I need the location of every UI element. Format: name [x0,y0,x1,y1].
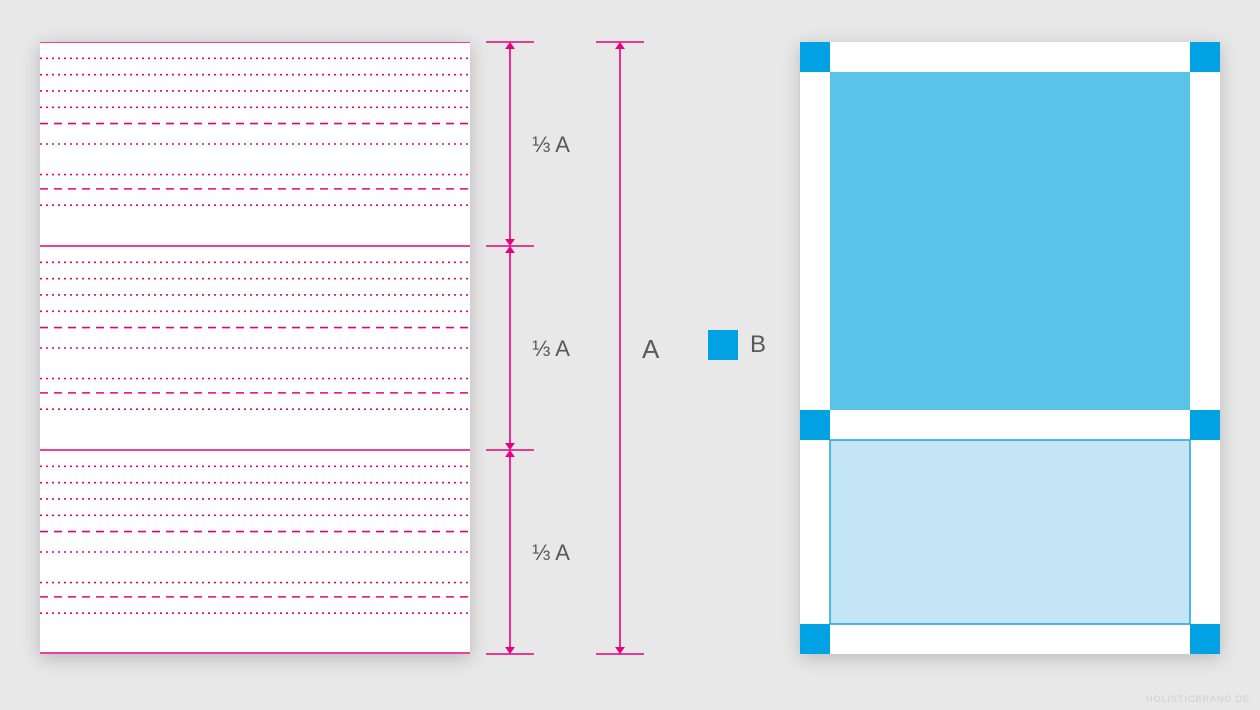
label-third-a-1: ⅓ A [532,132,570,158]
watermark-text: HOLISTICBRAND.DE [1146,694,1250,704]
legend-label-b: B [750,331,766,359]
label-third-a-2: ⅓ A [532,336,570,362]
label-third-a-3: ⅓ A [532,540,570,566]
right-layout-sheet [800,42,1220,654]
label-full-a: A [642,334,659,365]
right-layout-shapes [800,42,1220,654]
legend-square-b [708,330,738,360]
